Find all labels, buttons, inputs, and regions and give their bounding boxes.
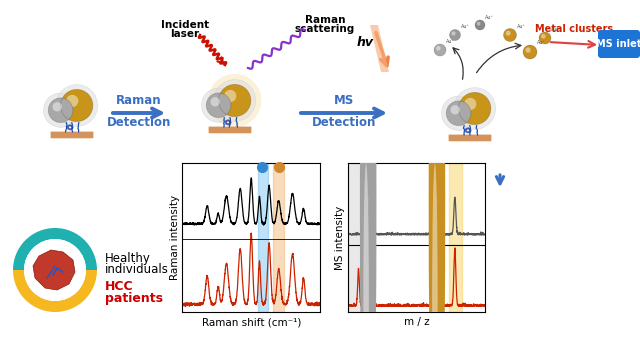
Circle shape	[227, 119, 229, 122]
Bar	[348, 163, 375, 312]
Circle shape	[229, 121, 232, 123]
Circle shape	[467, 127, 469, 130]
Circle shape	[525, 48, 531, 53]
Wedge shape	[13, 228, 97, 270]
Circle shape	[464, 98, 476, 110]
FancyBboxPatch shape	[598, 30, 640, 58]
Circle shape	[523, 45, 537, 59]
Circle shape	[451, 31, 456, 35]
FancyBboxPatch shape	[51, 132, 93, 138]
Bar	[273, 163, 284, 312]
Circle shape	[451, 105, 460, 115]
Text: Incident: Incident	[161, 20, 209, 30]
Circle shape	[541, 34, 545, 39]
Circle shape	[208, 74, 261, 127]
Circle shape	[468, 130, 471, 133]
Circle shape	[211, 97, 220, 106]
Circle shape	[71, 126, 74, 128]
Text: individuals: individuals	[105, 263, 169, 276]
Circle shape	[360, 0, 376, 337]
Circle shape	[454, 88, 495, 129]
Circle shape	[429, 0, 445, 337]
Text: scattering: scattering	[295, 24, 355, 34]
Y-axis label: Raman intensity: Raman intensity	[170, 195, 180, 280]
Circle shape	[228, 120, 231, 122]
Circle shape	[475, 20, 485, 30]
Circle shape	[225, 121, 227, 123]
Text: Au⁺: Au⁺	[551, 27, 560, 32]
Circle shape	[48, 98, 73, 123]
Y-axis label: MS intensity: MS intensity	[335, 206, 345, 270]
Circle shape	[69, 124, 71, 127]
Text: Au⁺: Au⁺	[537, 40, 546, 45]
Circle shape	[467, 131, 469, 133]
Circle shape	[468, 128, 471, 130]
Circle shape	[506, 31, 511, 36]
Wedge shape	[13, 270, 97, 312]
Circle shape	[477, 22, 481, 26]
Text: MS inlet: MS inlet	[596, 39, 640, 49]
Text: Au⁺: Au⁺	[516, 24, 525, 29]
Text: Detection: Detection	[107, 116, 171, 129]
Circle shape	[364, 163, 369, 337]
Polygon shape	[370, 25, 389, 72]
Circle shape	[67, 127, 70, 130]
Circle shape	[442, 96, 476, 130]
Circle shape	[202, 88, 236, 122]
Circle shape	[465, 129, 467, 131]
FancyBboxPatch shape	[449, 134, 492, 141]
Circle shape	[44, 93, 77, 127]
X-axis label: m / z: m / z	[403, 317, 429, 327]
Circle shape	[66, 95, 78, 107]
Circle shape	[67, 125, 70, 127]
Circle shape	[70, 127, 73, 130]
Text: Healthy: Healthy	[105, 252, 151, 265]
Circle shape	[504, 29, 516, 41]
Circle shape	[24, 239, 86, 301]
Circle shape	[225, 123, 228, 125]
Circle shape	[459, 92, 491, 125]
Text: patients: patients	[105, 292, 163, 305]
Circle shape	[465, 130, 468, 133]
Circle shape	[539, 32, 551, 44]
Circle shape	[465, 128, 468, 130]
Bar	[258, 163, 268, 312]
Circle shape	[446, 101, 471, 126]
Circle shape	[432, 163, 438, 337]
Circle shape	[434, 44, 446, 56]
Text: Detection: Detection	[312, 116, 376, 129]
Circle shape	[52, 102, 62, 112]
Circle shape	[206, 93, 231, 118]
X-axis label: Raman shift (cm⁻¹): Raman shift (cm⁻¹)	[202, 317, 301, 327]
FancyBboxPatch shape	[209, 127, 252, 133]
Circle shape	[70, 125, 73, 127]
Bar	[449, 163, 461, 312]
Text: Au⁺: Au⁺	[461, 25, 470, 30]
Text: hv: hv	[356, 35, 374, 49]
Circle shape	[436, 46, 440, 51]
Circle shape	[225, 120, 228, 122]
Circle shape	[224, 90, 236, 102]
Text: Au⁺: Au⁺	[485, 15, 494, 20]
Circle shape	[61, 89, 93, 122]
Circle shape	[227, 123, 229, 125]
Circle shape	[214, 80, 255, 121]
Circle shape	[469, 129, 472, 131]
Polygon shape	[33, 250, 75, 290]
Text: laser: laser	[170, 29, 200, 39]
Circle shape	[69, 128, 71, 130]
Circle shape	[67, 126, 69, 128]
Text: Au⁺: Au⁺	[446, 39, 455, 44]
Text: Raman: Raman	[116, 94, 162, 107]
Text: Metal clusters: Metal clusters	[535, 24, 613, 34]
Circle shape	[219, 84, 251, 117]
Circle shape	[228, 123, 231, 125]
Text: MS: MS	[334, 94, 354, 107]
Circle shape	[56, 85, 98, 126]
Text: HCC: HCC	[105, 280, 134, 293]
Text: Raman: Raman	[305, 15, 345, 25]
Circle shape	[449, 30, 461, 40]
